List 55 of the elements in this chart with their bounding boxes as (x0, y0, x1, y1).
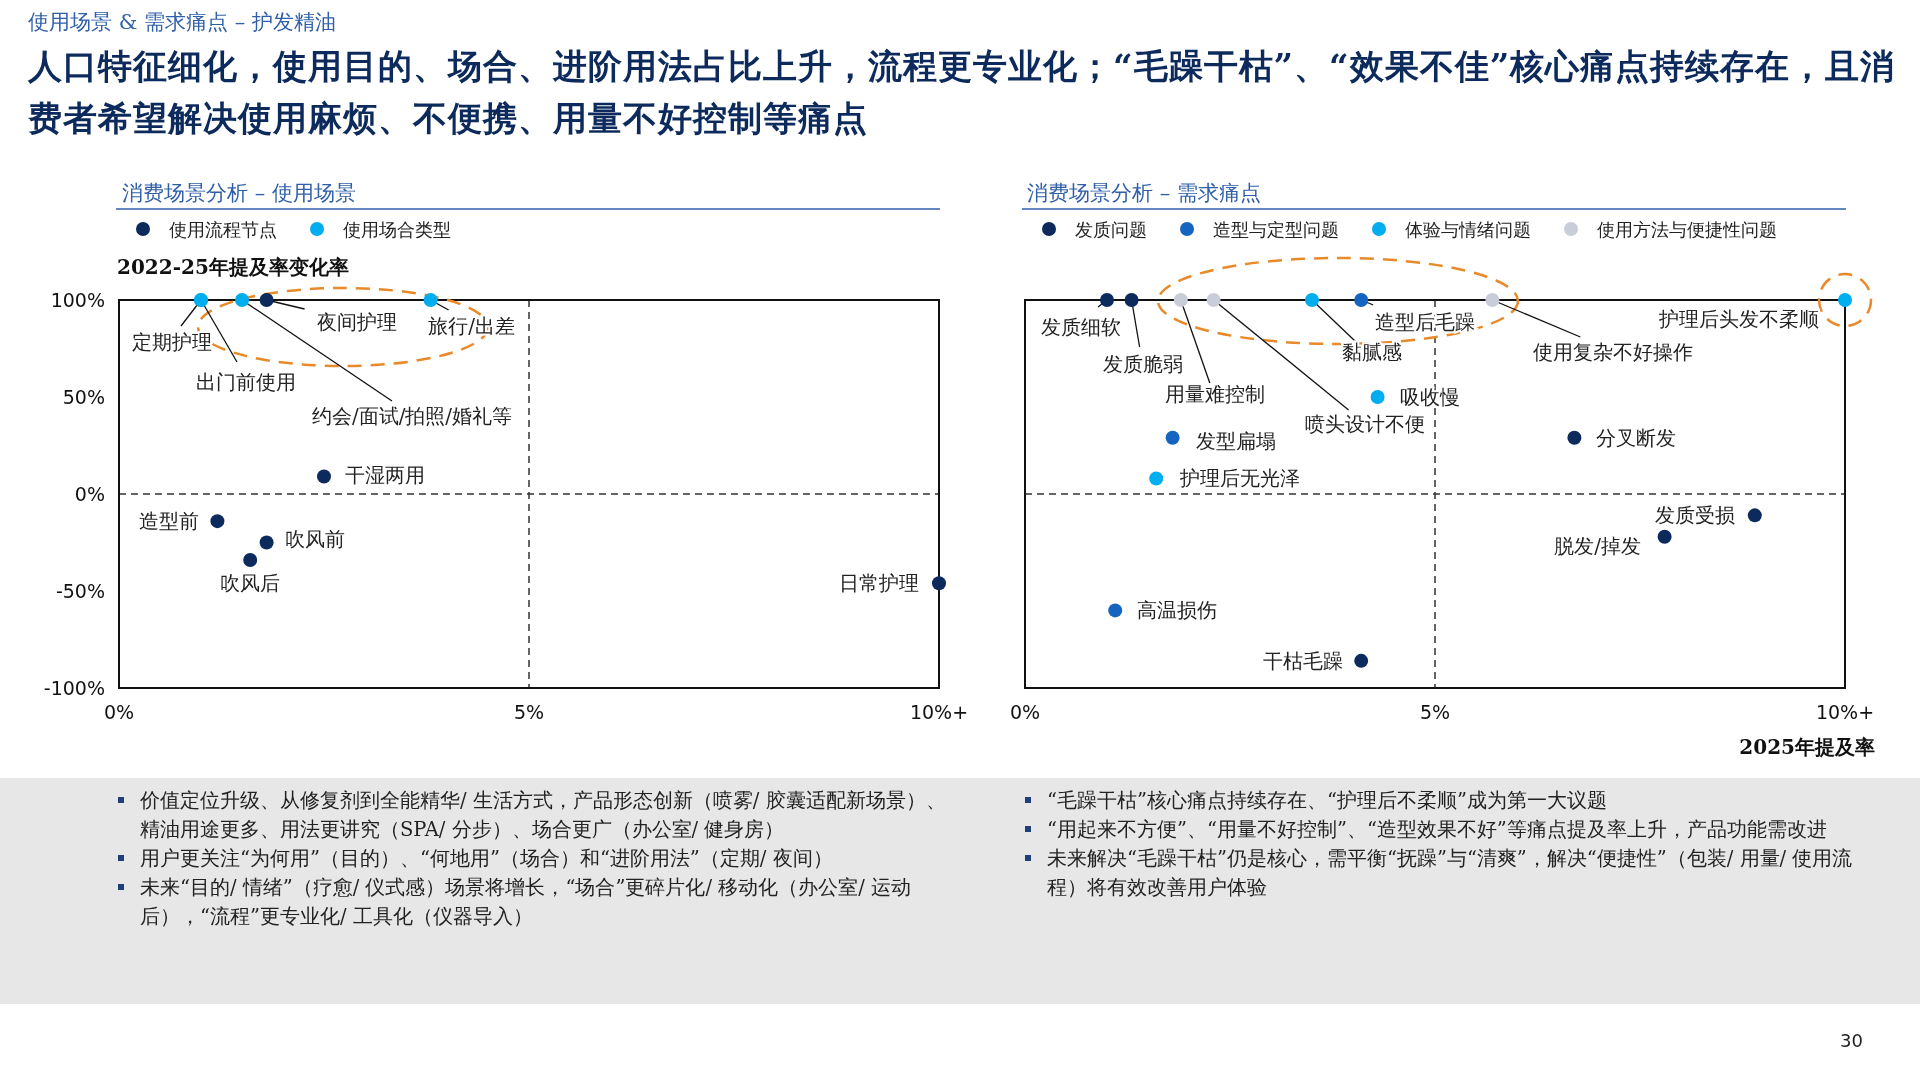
x-axis-title: 2025年提及率 (1739, 735, 1875, 759)
data-label: 造型后毛躁 (1375, 310, 1476, 334)
data-label: 脱发/掉发 (1554, 533, 1641, 558)
data-label: 造型前 (139, 509, 200, 534)
y-axis-title: 2022-25年提及率变化率 (117, 255, 349, 279)
y-tick-label: 100% (50, 289, 105, 311)
data-label: 日常护理 (839, 571, 919, 596)
text: 价值定位升级、从修复剂到全能精华/ 生活方式，产品形态创新（喷雾/ 胶囊适配新场景）、精油用途更多、用法更讲究（SPA/ 分步）、场合更广（办公室/ 健身房） (140, 789, 946, 841)
data-label: 约会/面试/拍照/婚礼等 (311, 404, 513, 428)
legend-label: 使用流程节点 (169, 218, 277, 240)
data-label: 使用复杂不好操作 (1533, 340, 1694, 364)
data-label: 发质脆弱 (1102, 352, 1183, 376)
text: 未来“目的/ 情绪”（疗愈/ 仪式感）场景将增长，“场合”更碎片化/ 移动化（办公室/ 运动后），“流程”更专业化/ 工具化（仪器导入） (140, 876, 911, 928)
legend-label: 体验与情绪问题 (1405, 218, 1531, 240)
chart-title: 消费场景分析 – 需求痛点 (1027, 181, 1261, 205)
data-label: 出门前使用 (196, 370, 296, 394)
data-label: 护理后头发不柔顺 (1658, 307, 1819, 331)
data-label: 分叉断发 (1596, 425, 1677, 450)
data-label: 发型扁塌 (1195, 428, 1276, 453)
text: 30 (1840, 1030, 1864, 1051)
data-label: 用量难控制 (1164, 382, 1265, 406)
data-label: 定期护理 (132, 330, 212, 354)
x-tick-label: 0% (103, 701, 135, 723)
text: 未来解决“毛躁干枯”仍是核心，需平衡“抚躁”与“清爽”，解决“便捷性”（包装/ 用量/ 使用流程）将有效改善用户体验 (1047, 847, 1853, 899)
y-tick-label: 0% (74, 483, 105, 505)
legend-label: 发质问题 (1075, 218, 1147, 240)
data-label: 干枯毛躁 (1263, 648, 1344, 673)
legend-label: 使用场合类型 (343, 218, 451, 240)
data-label: 高温损伤 (1137, 598, 1218, 623)
y-tick-label: 50% (62, 386, 105, 408)
text: 用户更关注“为何用”（目的）、“何地用”（场合）和“进阶用法”（定期/ 夜间） (140, 847, 833, 870)
data-label: 发质受损 (1654, 503, 1735, 528)
data-label: 吹风后 (220, 570, 281, 595)
legend-label: 使用方法与便捷性问题 (1597, 218, 1777, 240)
data-label: 黏腻感 (1342, 340, 1402, 364)
x-tick-label: 10%+ (1815, 701, 1875, 723)
x-tick-label: 10%+ (909, 701, 969, 723)
text: “用起来不方便”、“用量不好控制”、“造型效果不好”等痛点提及率上升，产品功能需改进 (1047, 818, 1827, 841)
x-tick-label: 5% (513, 701, 545, 723)
text: 使用场景 & 需求痛点 – 护发精油 (28, 9, 336, 36)
text: 人口特征细化，使用目的、场合、进阶用法占比上升，流程更专业化；“毛躁干枯”、“效果不佳”核心痛点持续存在，且消费者希望解决使用麻烦、不便携、用量不好控制等痛点 (28, 45, 1897, 140)
chart-title: 消费场景分析 – 使用场景 (122, 181, 356, 205)
data-label: 吸收慢 (1399, 385, 1460, 409)
legend-label: 造型与定型问题 (1213, 218, 1339, 240)
data-label: 发质细软 (1041, 315, 1121, 339)
data-label: 护理后无光泽 (1179, 466, 1301, 491)
data-label: 吹风前 (284, 526, 345, 551)
x-tick-label: 5% (1419, 701, 1451, 723)
y-tick-label: -100% (43, 677, 105, 699)
x-tick-label: 0% (1009, 701, 1041, 723)
data-label: 干湿两用 (345, 462, 425, 487)
y-tick-label: -50% (55, 580, 105, 602)
data-label: 夜间护理 (316, 310, 397, 334)
text: “毛躁干枯”核心痛点持续存在、“护理后不柔顺”成为第一大议题 (1047, 789, 1607, 812)
data-label: 喷头设计不便 (1304, 412, 1425, 436)
